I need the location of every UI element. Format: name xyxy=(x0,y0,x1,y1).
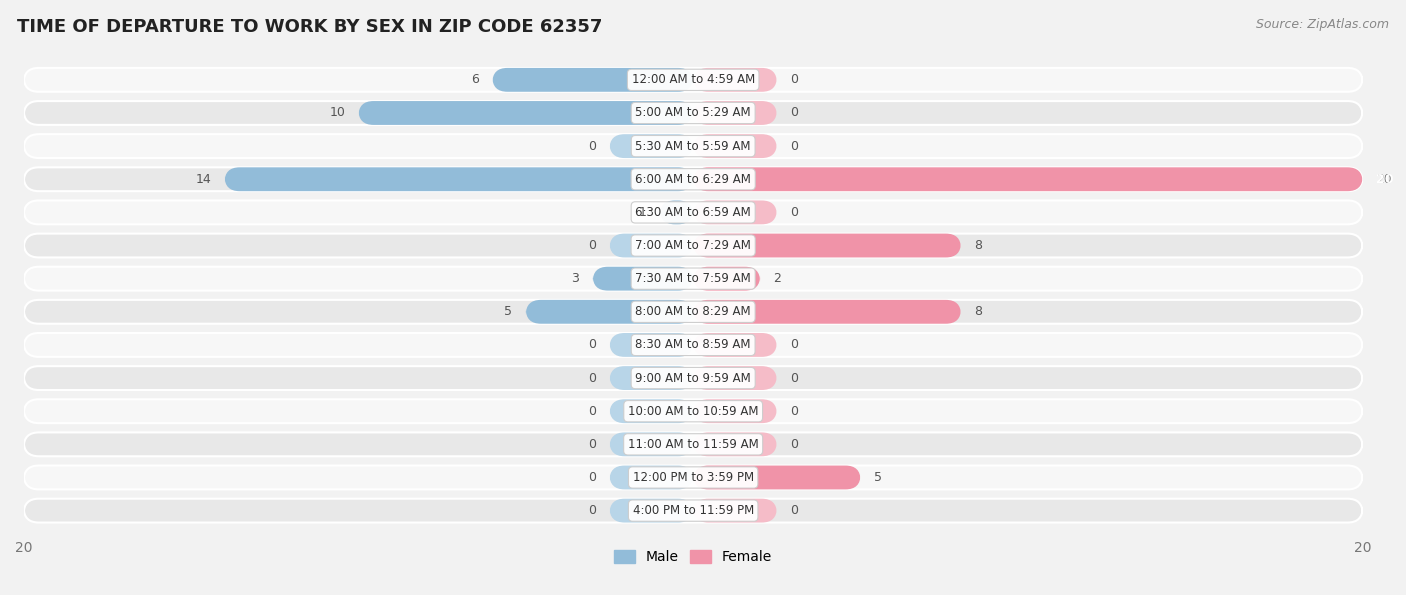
FancyBboxPatch shape xyxy=(24,201,1362,224)
Text: 2: 2 xyxy=(773,272,782,285)
Text: 0: 0 xyxy=(790,206,799,219)
FancyBboxPatch shape xyxy=(693,134,778,158)
Text: 0: 0 xyxy=(790,107,799,120)
Text: 6:30 AM to 6:59 AM: 6:30 AM to 6:59 AM xyxy=(636,206,751,219)
FancyBboxPatch shape xyxy=(609,234,693,258)
Text: 0: 0 xyxy=(790,438,799,451)
Text: 0: 0 xyxy=(588,438,596,451)
FancyBboxPatch shape xyxy=(693,101,778,125)
FancyBboxPatch shape xyxy=(24,167,1362,191)
Text: 1: 1 xyxy=(638,206,647,219)
FancyBboxPatch shape xyxy=(359,101,693,125)
FancyBboxPatch shape xyxy=(24,433,1362,456)
FancyBboxPatch shape xyxy=(24,499,1362,522)
FancyBboxPatch shape xyxy=(526,300,693,324)
FancyBboxPatch shape xyxy=(24,300,1362,324)
FancyBboxPatch shape xyxy=(24,234,1362,258)
FancyBboxPatch shape xyxy=(693,267,761,290)
FancyBboxPatch shape xyxy=(24,399,1362,423)
Text: 7:00 AM to 7:29 AM: 7:00 AM to 7:29 AM xyxy=(636,239,751,252)
FancyBboxPatch shape xyxy=(609,465,693,490)
FancyBboxPatch shape xyxy=(492,68,693,92)
FancyBboxPatch shape xyxy=(225,167,693,191)
FancyBboxPatch shape xyxy=(693,201,778,224)
FancyBboxPatch shape xyxy=(693,465,860,490)
Text: 5: 5 xyxy=(505,305,512,318)
Text: 0: 0 xyxy=(588,371,596,384)
FancyBboxPatch shape xyxy=(693,333,778,357)
Text: 0: 0 xyxy=(790,371,799,384)
FancyBboxPatch shape xyxy=(593,267,693,290)
FancyBboxPatch shape xyxy=(609,134,693,158)
Text: 9:00 AM to 9:59 AM: 9:00 AM to 9:59 AM xyxy=(636,371,751,384)
Text: 0: 0 xyxy=(588,504,596,517)
FancyBboxPatch shape xyxy=(24,333,1362,357)
Text: 8: 8 xyxy=(974,305,983,318)
FancyBboxPatch shape xyxy=(24,134,1362,158)
Text: 0: 0 xyxy=(790,405,799,418)
Text: 0: 0 xyxy=(588,339,596,352)
FancyBboxPatch shape xyxy=(609,366,693,390)
FancyBboxPatch shape xyxy=(609,499,693,522)
Text: 12:00 PM to 3:59 PM: 12:00 PM to 3:59 PM xyxy=(633,471,754,484)
FancyBboxPatch shape xyxy=(693,399,778,423)
FancyBboxPatch shape xyxy=(693,366,778,390)
FancyBboxPatch shape xyxy=(693,499,778,522)
Text: 6:00 AM to 6:29 AM: 6:00 AM to 6:29 AM xyxy=(636,173,751,186)
Text: 20: 20 xyxy=(1376,173,1393,186)
FancyBboxPatch shape xyxy=(24,465,1362,490)
Text: 3: 3 xyxy=(571,272,579,285)
Text: 14: 14 xyxy=(195,173,211,186)
Text: 0: 0 xyxy=(588,471,596,484)
Text: TIME OF DEPARTURE TO WORK BY SEX IN ZIP CODE 62357: TIME OF DEPARTURE TO WORK BY SEX IN ZIP … xyxy=(17,18,602,36)
FancyBboxPatch shape xyxy=(609,433,693,456)
Text: 5:30 AM to 5:59 AM: 5:30 AM to 5:59 AM xyxy=(636,140,751,153)
FancyBboxPatch shape xyxy=(609,399,693,423)
Text: Source: ZipAtlas.com: Source: ZipAtlas.com xyxy=(1256,18,1389,31)
Text: 12:00 AM to 4:59 AM: 12:00 AM to 4:59 AM xyxy=(631,73,755,86)
FancyBboxPatch shape xyxy=(693,68,778,92)
FancyBboxPatch shape xyxy=(24,101,1362,125)
Text: 5: 5 xyxy=(875,471,882,484)
FancyBboxPatch shape xyxy=(24,366,1362,390)
Text: 0: 0 xyxy=(790,140,799,153)
FancyBboxPatch shape xyxy=(693,234,960,258)
FancyBboxPatch shape xyxy=(693,167,1362,191)
Legend: Male, Female: Male, Female xyxy=(609,544,778,570)
Text: 8:30 AM to 8:59 AM: 8:30 AM to 8:59 AM xyxy=(636,339,751,352)
Text: 8:00 AM to 8:29 AM: 8:00 AM to 8:29 AM xyxy=(636,305,751,318)
Text: 6: 6 xyxy=(471,73,479,86)
Text: 0: 0 xyxy=(790,73,799,86)
Text: 10: 10 xyxy=(329,107,344,120)
FancyBboxPatch shape xyxy=(659,201,693,224)
Text: 0: 0 xyxy=(588,405,596,418)
Text: 4:00 PM to 11:59 PM: 4:00 PM to 11:59 PM xyxy=(633,504,754,517)
Text: 10:00 AM to 10:59 AM: 10:00 AM to 10:59 AM xyxy=(628,405,758,418)
Text: 0: 0 xyxy=(588,140,596,153)
FancyBboxPatch shape xyxy=(693,300,960,324)
Text: 8: 8 xyxy=(974,239,983,252)
FancyBboxPatch shape xyxy=(24,267,1362,290)
Text: 0: 0 xyxy=(790,504,799,517)
FancyBboxPatch shape xyxy=(693,433,778,456)
FancyBboxPatch shape xyxy=(609,333,693,357)
Text: 20: 20 xyxy=(1376,173,1392,186)
FancyBboxPatch shape xyxy=(24,68,1362,92)
Text: 5:00 AM to 5:29 AM: 5:00 AM to 5:29 AM xyxy=(636,107,751,120)
Text: 7:30 AM to 7:59 AM: 7:30 AM to 7:59 AM xyxy=(636,272,751,285)
Text: 0: 0 xyxy=(790,339,799,352)
Text: 11:00 AM to 11:59 AM: 11:00 AM to 11:59 AM xyxy=(628,438,759,451)
Text: 0: 0 xyxy=(588,239,596,252)
